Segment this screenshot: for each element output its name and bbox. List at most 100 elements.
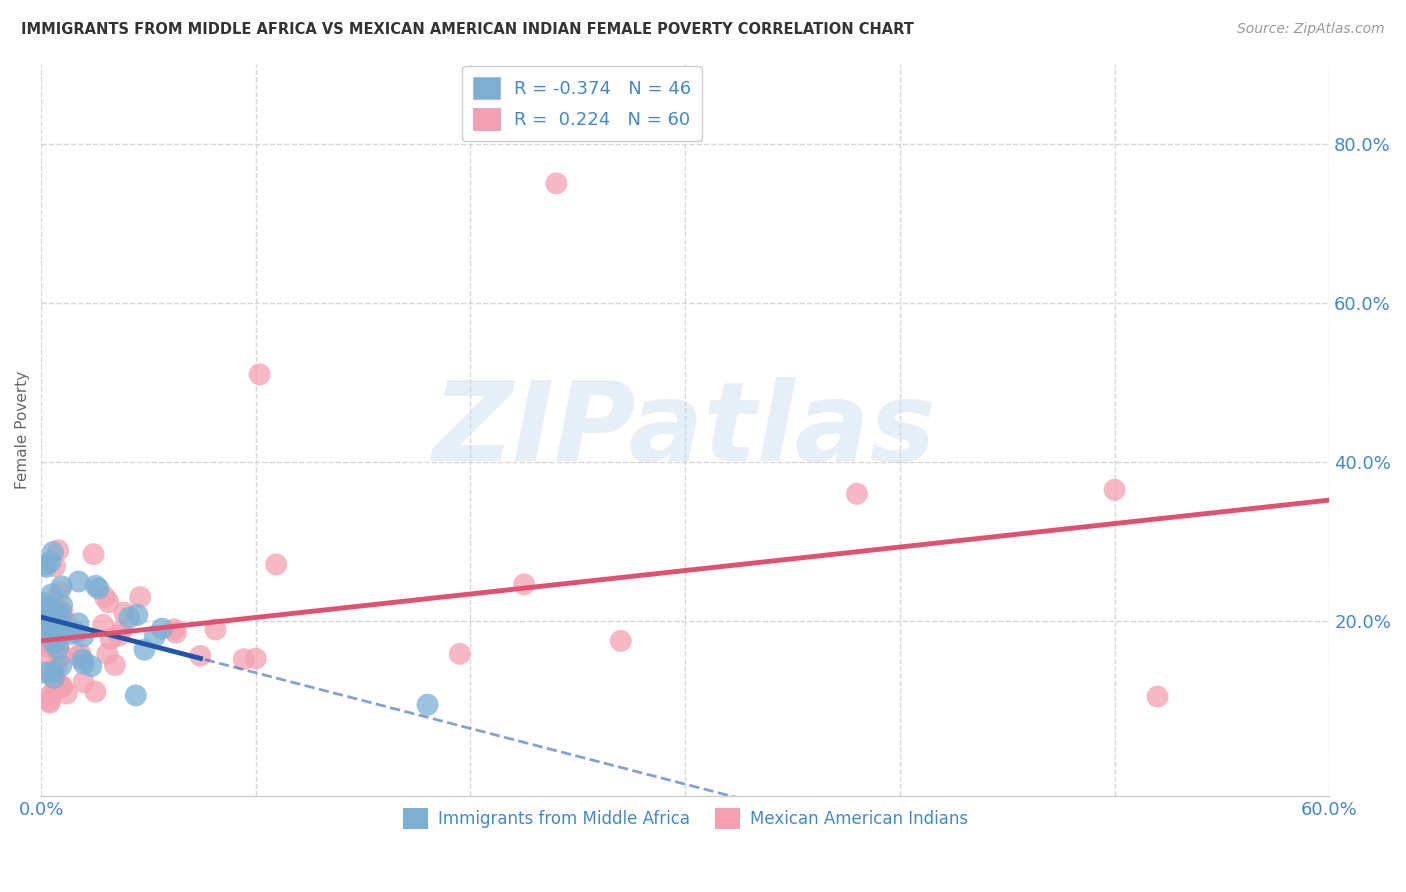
Point: [34, 604, 56, 618]
Point: [546, 177, 568, 191]
Point: [94, 590, 117, 604]
Point: [32, 644, 55, 658]
Point: [97, 595, 120, 609]
Text: ZIPatlas: ZIPatlas: [433, 376, 936, 483]
Point: [39, 696, 62, 710]
Point: [32, 596, 55, 610]
Point: [134, 642, 156, 657]
Point: [37, 600, 59, 615]
Point: [51, 680, 73, 694]
Point: [46, 543, 69, 558]
Point: [42, 671, 65, 685]
Point: [34, 633, 56, 648]
Point: [72, 652, 94, 666]
Point: [165, 625, 187, 640]
Text: Source: ZipAtlas.com: Source: ZipAtlas.com: [1237, 22, 1385, 37]
Point: [82, 547, 104, 561]
Point: [49, 604, 72, 618]
Point: [41, 622, 63, 636]
Point: [34, 558, 56, 572]
Point: [188, 648, 211, 663]
Point: [127, 607, 149, 622]
Point: [46, 645, 69, 659]
Point: [67, 649, 90, 664]
Point: [264, 558, 287, 572]
Point: [45, 679, 67, 693]
Point: [39, 688, 62, 702]
Point: [42, 624, 65, 639]
Point: [87, 582, 110, 596]
Point: [44, 559, 66, 574]
Point: [37, 623, 59, 637]
Point: [51, 579, 73, 593]
Point: [48, 631, 70, 645]
Point: [42, 545, 65, 559]
Point: [84, 579, 107, 593]
Point: [51, 678, 73, 692]
Point: [249, 368, 271, 382]
Point: [129, 590, 152, 604]
Point: [112, 606, 135, 620]
Point: [84, 684, 107, 698]
Point: [44, 616, 66, 631]
Point: [56, 617, 79, 632]
Point: [55, 686, 77, 700]
Point: [416, 698, 439, 712]
Point: [52, 626, 75, 640]
Point: [69, 647, 91, 661]
Point: [37, 626, 59, 640]
Point: [163, 623, 186, 637]
Legend: Immigrants from Middle Africa, Mexican American Indians: Immigrants from Middle Africa, Mexican A…: [396, 802, 974, 835]
Point: [45, 606, 67, 620]
Point: [610, 634, 633, 648]
Point: [42, 636, 65, 650]
Point: [32, 635, 55, 649]
Point: [46, 681, 69, 695]
Point: [35, 560, 58, 574]
Point: [1146, 690, 1168, 704]
Text: IMMIGRANTS FROM MIDDLE AFRICA VS MEXICAN AMERICAN INDIAN FEMALE POVERTY CORRELAT: IMMIGRANTS FROM MIDDLE AFRICA VS MEXICAN…: [21, 22, 914, 37]
Point: [845, 487, 868, 501]
Point: [67, 574, 90, 589]
Point: [38, 694, 60, 708]
Point: [72, 675, 94, 690]
Point: [45, 659, 67, 673]
Point: [204, 623, 226, 637]
Point: [67, 616, 90, 631]
Point: [49, 607, 72, 622]
Point: [449, 647, 471, 661]
Point: [38, 665, 60, 679]
Point: [37, 615, 59, 630]
Point: [80, 659, 103, 673]
Point: [111, 624, 134, 638]
Point: [96, 647, 118, 661]
Point: [42, 665, 65, 679]
Point: [150, 622, 173, 636]
Point: [32, 609, 55, 624]
Point: [72, 657, 94, 671]
Point: [108, 629, 131, 643]
Point: [51, 599, 73, 613]
Point: [60, 627, 83, 641]
Point: [39, 555, 62, 569]
Point: [51, 658, 73, 673]
Point: [513, 577, 536, 591]
Point: [34, 665, 56, 680]
Y-axis label: Female Poverty: Female Poverty: [15, 371, 30, 489]
Point: [104, 658, 127, 673]
Point: [65, 625, 87, 640]
Point: [39, 630, 62, 644]
Point: [125, 689, 148, 703]
Point: [41, 587, 63, 601]
Point: [37, 610, 59, 624]
Point: [41, 599, 63, 614]
Point: [143, 630, 166, 644]
Point: [1104, 483, 1126, 497]
Point: [46, 641, 69, 656]
Point: [38, 609, 60, 624]
Point: [37, 639, 59, 653]
Point: [232, 652, 254, 666]
Point: [49, 618, 72, 632]
Point: [46, 620, 69, 634]
Point: [51, 648, 73, 663]
